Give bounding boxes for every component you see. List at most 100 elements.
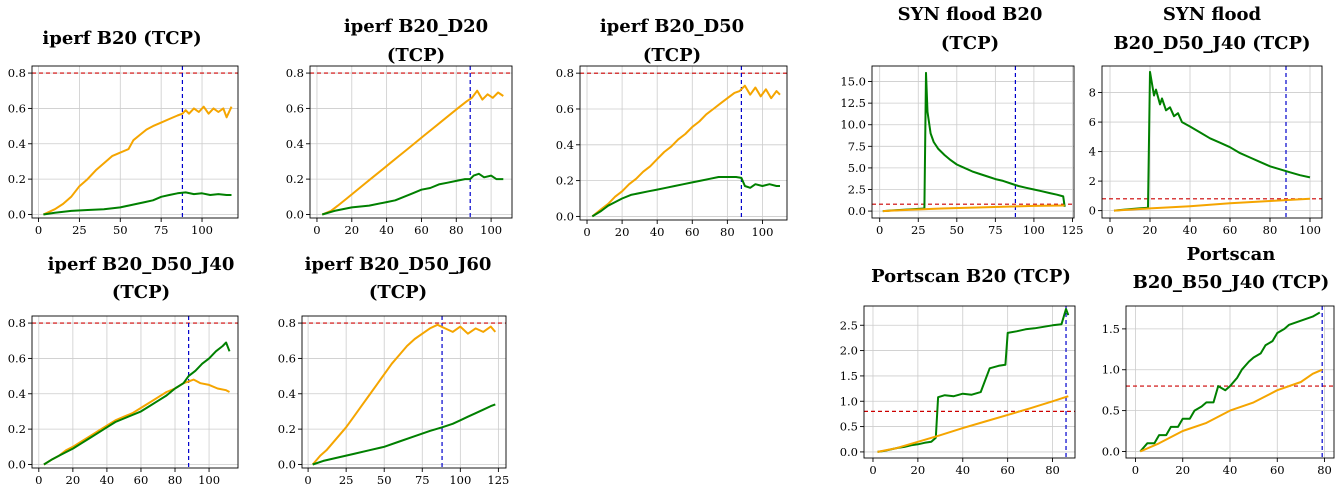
series-line-attack — [321, 172, 504, 216]
y-tick-label: 0.4 — [278, 387, 296, 401]
x-tick-label: 0 — [1106, 223, 1113, 237]
chart-title: SYN flood — [1163, 4, 1262, 25]
x-tick-label: 60 — [414, 223, 429, 237]
x-tick-label: 75 — [154, 223, 169, 237]
x-tick-label: 0 — [869, 463, 876, 477]
y-tick-label: 1.0 — [1102, 363, 1120, 377]
y-tick-label: 2 — [1089, 174, 1096, 188]
series-line-attack — [312, 403, 496, 466]
chart-title: (TCP) — [643, 45, 701, 66]
chart-title: iperf B20_D50_J60 — [305, 254, 492, 275]
x-tick-label: 100 — [1023, 223, 1045, 237]
x-tick-label: 80 — [1317, 463, 1332, 477]
x-tick-label: 25 — [911, 223, 926, 237]
x-tick-label: 40 — [100, 473, 115, 487]
x-tick-label: 75 — [415, 473, 430, 487]
y-tick-label: 0.5 — [840, 420, 858, 434]
chart-panel-iperf_b20_d50: iperf B20_D50 (TCP) 0 20 40 60 80 100 0.0 0.2 0.4 0… — [556, 16, 788, 239]
x-tick-label: 20 — [66, 473, 81, 487]
chart-title: B20_B50_J40 (TCP) — [1133, 272, 1330, 293]
y-tick-label: 0.8 — [556, 66, 574, 80]
series-line-benign — [321, 89, 504, 216]
x-tick-label: 60 — [1223, 223, 1238, 237]
chart-title: SYN flood B20 — [898, 4, 1043, 25]
y-tick-label: 2.0 — [840, 344, 858, 358]
y-tick-label: 0.6 — [8, 351, 26, 365]
x-tick-label: 75 — [988, 223, 1003, 237]
series-line-benign — [591, 84, 781, 218]
y-tick-label: 0.8 — [278, 316, 296, 330]
y-tick-label: 0.4 — [556, 138, 574, 152]
plot-area — [32, 316, 238, 468]
y-tick-label: 0.0 — [556, 209, 574, 223]
chart-panel-iperf_b20_d20: iperf B20_D20 (TCP) 0 20 40 60 80 100 0.0 0.2 0.4 0… — [286, 16, 513, 237]
x-tick-label: 80 — [720, 225, 735, 239]
x-tick-label: 80 — [1045, 463, 1060, 477]
y-tick-label: 6 — [1089, 115, 1096, 129]
x-tick-label: 0 — [35, 223, 42, 237]
series-line-benign — [1113, 197, 1311, 212]
y-tick-label: 0.2 — [8, 422, 26, 436]
chart-panel-iperf_b20: iperf B20 (TCP) 0 25 50 75 100 0.0 0.2 0.4 0.6 0.8 — [8, 28, 239, 237]
plot-area — [32, 66, 238, 218]
y-tick-label: 0.6 — [556, 102, 574, 116]
series-line-benign — [43, 378, 230, 466]
chart-title: (TCP) — [369, 282, 427, 303]
axes-frame — [863, 305, 1076, 459]
axes-frame — [31, 65, 239, 219]
chart-title: iperf B20_D50 — [600, 16, 744, 37]
chart-title: iperf B20 (TCP) — [42, 28, 201, 49]
x-tick-label: 80 — [1263, 223, 1278, 237]
y-tick-label: 1.5 — [840, 369, 858, 383]
y-tick-label: 5.0 — [848, 161, 866, 175]
chart-title: (TCP) — [387, 45, 445, 66]
x-tick-label: 0 — [304, 473, 311, 487]
y-tick-label: 4 — [1089, 145, 1096, 159]
series-line-benign — [311, 323, 497, 466]
x-tick-label: 100 — [449, 473, 471, 487]
series-line-attack — [43, 341, 231, 466]
series-line-benign — [877, 395, 1069, 453]
y-tick-label: 7.5 — [848, 139, 866, 153]
y-tick-label: 0.0 — [286, 207, 304, 221]
y-tick-label: 0.2 — [8, 172, 26, 186]
y-tick-label: 0.8 — [8, 316, 26, 330]
x-tick-label: 50 — [113, 223, 128, 237]
chart-title: Portscan — [1187, 244, 1276, 265]
y-tick-label: 1.0 — [840, 394, 858, 408]
y-tick-label: 0.2 — [556, 174, 574, 188]
series-line-attack — [43, 191, 232, 216]
x-tick-label: 40 — [1223, 463, 1238, 477]
x-tick-label: 80 — [168, 473, 183, 487]
x-tick-label: 100 — [480, 223, 502, 237]
chart-title: B20_D50_J40 (TCP) — [1113, 33, 1310, 54]
y-tick-label: 0.4 — [286, 137, 304, 151]
chart-panel-synflood_b20_d50_j40: SYN flood B20_D50_J40 (TCP) 0 20 40 60 80 100 0 2… — [1089, 4, 1323, 237]
x-tick-label: 20 — [615, 225, 630, 239]
series-line-attack — [877, 308, 1070, 453]
axes-frame — [309, 65, 513, 219]
chart-panel-synflood_b20: SYN flood B20 (TCP) 0 25 50 75 100 125 0.0 2.5 5.0… — [840, 4, 1083, 237]
series-line-benign — [1139, 368, 1323, 453]
y-tick-label: 0.0 — [848, 204, 866, 218]
y-tick-label: 0.0 — [840, 445, 858, 459]
axes-frame — [31, 315, 239, 469]
plot-area — [302, 316, 506, 468]
series-line-attack — [591, 176, 780, 218]
chart-panel-portscan_b20_b50_j40: Portscan B20_B50_J40 (TCP) 0 20 40 60 80 0.0 0.5… — [1102, 244, 1335, 477]
x-tick-label: 50 — [949, 223, 964, 237]
plot-area — [1126, 306, 1334, 458]
x-tick-label: 20 — [344, 223, 359, 237]
series-line-attack — [1113, 70, 1311, 212]
x-tick-label: 80 — [449, 223, 464, 237]
chart-title: (TCP) — [941, 33, 999, 54]
y-tick-label: 0.6 — [286, 101, 304, 115]
chart-title: (TCP) — [112, 282, 170, 303]
y-tick-label: 2.5 — [840, 318, 858, 332]
y-tick-label: 12.5 — [840, 96, 866, 110]
y-tick-label: 0.8 — [8, 66, 26, 80]
y-tick-label: 0.0 — [8, 207, 26, 221]
y-tick-label: 15.0 — [840, 75, 866, 89]
y-tick-label: 0.0 — [1102, 444, 1120, 458]
